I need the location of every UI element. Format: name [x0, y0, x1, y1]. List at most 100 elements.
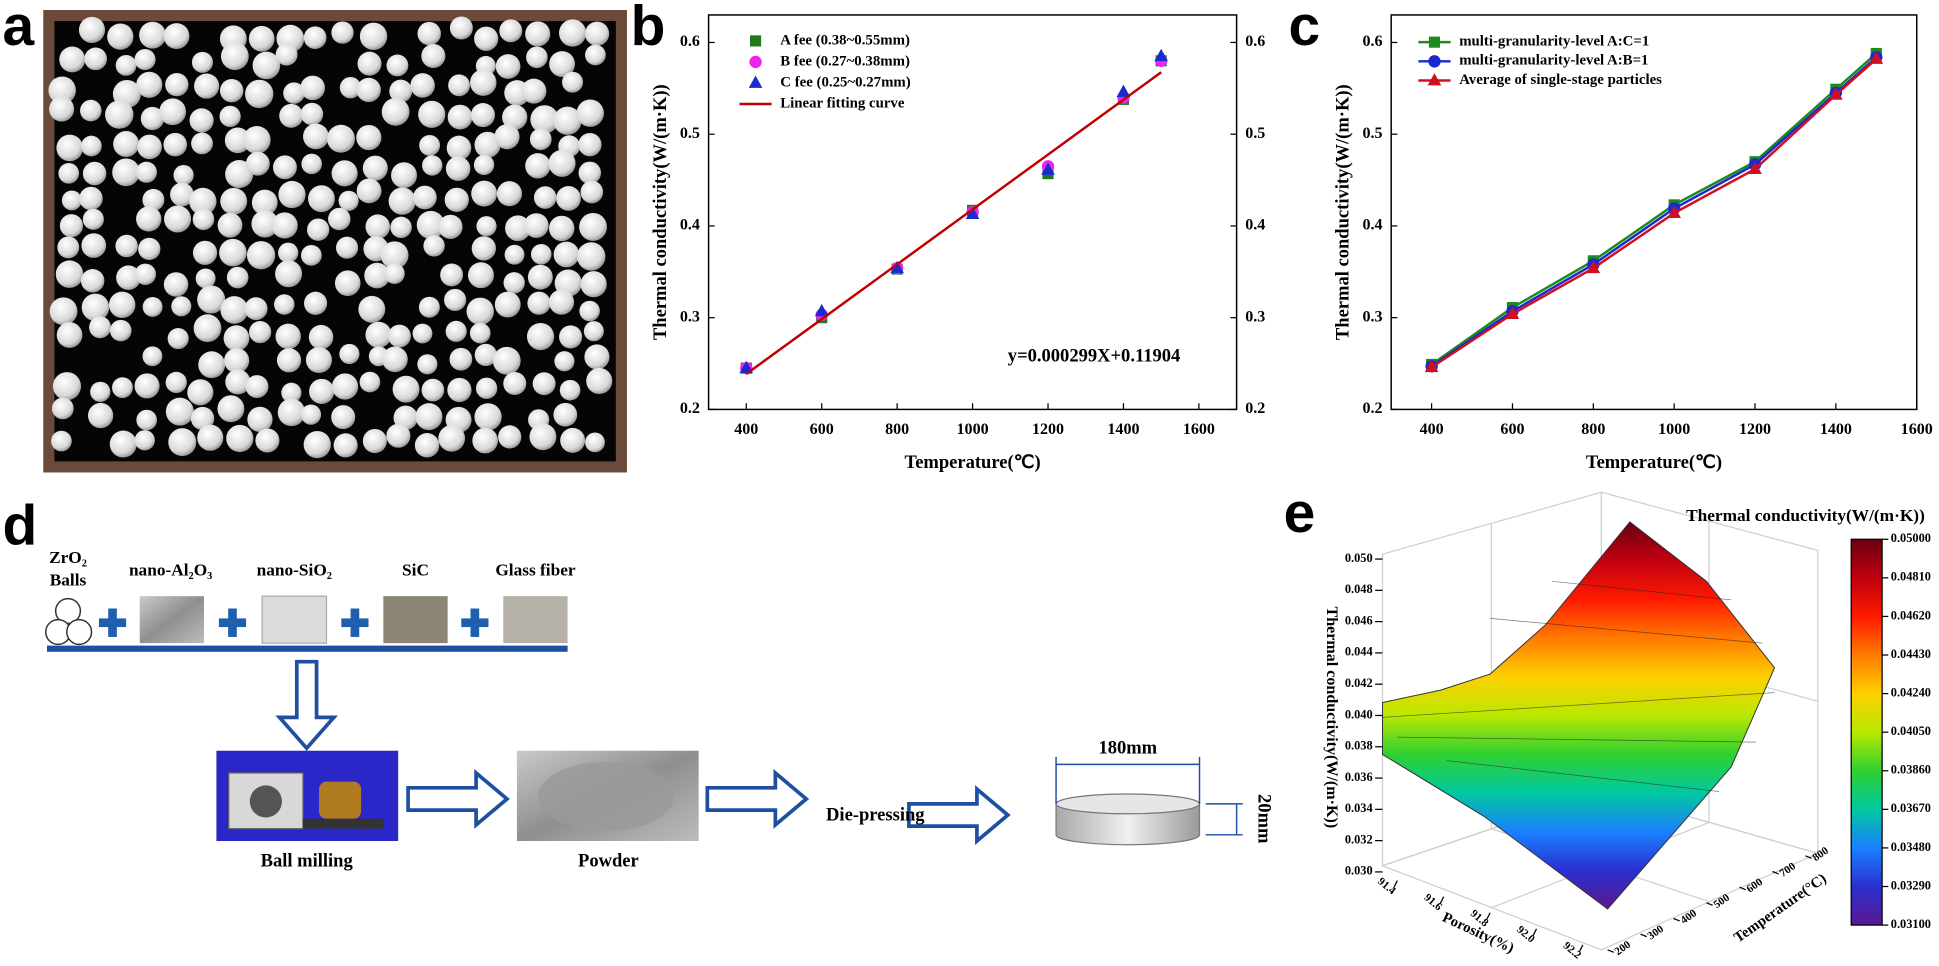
particle: [503, 272, 525, 294]
particle: [328, 207, 351, 231]
particle: [80, 269, 105, 293]
particle: [585, 44, 606, 66]
particle: [359, 22, 388, 51]
series-line: [1430, 56, 1878, 368]
x-tick-label: 1600: [1183, 421, 1215, 438]
particle: [58, 162, 80, 184]
particle: [471, 180, 498, 207]
particle: [249, 321, 272, 344]
particle: [412, 323, 433, 344]
dimension-label: 20mm: [1253, 794, 1274, 844]
particle: [303, 430, 331, 459]
particle: [255, 428, 280, 453]
particle: [382, 346, 408, 373]
particle: [472, 427, 498, 454]
colorbar-title: Thermal conductivity(W/(m·K)): [1686, 506, 1925, 525]
legend-marker: [1427, 73, 1442, 86]
z-tick-label: 0.038: [1345, 739, 1373, 753]
particle: [115, 54, 137, 76]
particle: [358, 295, 386, 323]
particle: [113, 131, 140, 157]
particle: [191, 132, 213, 155]
particle: [559, 379, 581, 401]
particle: [447, 377, 472, 403]
particle: [415, 403, 443, 431]
particle: [300, 75, 325, 101]
y-tick-label: 300: [1646, 923, 1667, 943]
particle: [525, 21, 551, 47]
marker: [1586, 260, 1601, 274]
x-tick: [1393, 880, 1398, 889]
particle: [390, 216, 412, 239]
particle: [220, 42, 249, 71]
colorbar-tick-label: 0.03290: [1891, 878, 1931, 892]
particle: [303, 123, 329, 150]
particle: [391, 162, 417, 189]
particle: [192, 240, 218, 265]
y-tick: [1607, 949, 1615, 953]
particle: [359, 371, 381, 393]
particle: [331, 21, 354, 44]
particle: [356, 124, 382, 151]
particle: [305, 346, 332, 374]
particle: [449, 16, 473, 40]
particle: [115, 234, 138, 258]
panel-label: c: [1289, 0, 1321, 58]
particle: [421, 378, 445, 402]
particle: [331, 160, 358, 187]
marker: [1748, 161, 1762, 175]
plot-frame: [1390, 14, 1918, 411]
y-axis-title: Thermal conductivity(W/(m·K)): [1332, 84, 1353, 340]
z-tick-label: 0.042: [1345, 676, 1373, 690]
z-tick-label: 0.048: [1345, 582, 1373, 596]
particle: [136, 409, 157, 431]
particle: [59, 46, 86, 73]
particle: [416, 210, 445, 239]
legend-marker: [748, 75, 763, 88]
particle: [142, 297, 163, 317]
particle: [112, 158, 140, 187]
particle: [548, 289, 575, 315]
particle: [247, 406, 273, 433]
step-label: Powder: [578, 850, 639, 871]
particle: [392, 375, 420, 403]
x-tick: [1485, 912, 1491, 921]
particle: [136, 71, 163, 98]
particle: [300, 102, 324, 126]
material-label: nano-Al₂O₃: [129, 560, 212, 579]
particle: [163, 132, 188, 157]
particle: [470, 103, 496, 128]
legend-marker: [1428, 36, 1441, 48]
marker: [1154, 48, 1168, 62]
z-axis-title: Thermal conductivity(W/(m·K)): [1323, 606, 1340, 828]
particle: [417, 21, 441, 46]
particle: [445, 156, 471, 181]
particle: [554, 351, 575, 372]
particle: [197, 285, 226, 314]
particle: [224, 127, 251, 154]
contour-line: [1382, 692, 1775, 718]
arrows: [275, 659, 1011, 845]
x-tick-label: 800: [885, 421, 909, 438]
particle: [49, 96, 75, 122]
particle: [384, 263, 405, 284]
particle: [56, 134, 84, 162]
particle: [242, 126, 271, 154]
z-tick-label: 0.046: [1345, 613, 1373, 627]
particle: [189, 187, 217, 216]
particle: [165, 72, 189, 97]
particle: [365, 321, 392, 348]
particle: [364, 262, 390, 289]
colorbar-tick-label: 0.04240: [1891, 685, 1931, 699]
y-tick-label: 0.4: [1362, 217, 1382, 234]
particle: [138, 237, 161, 261]
particle: [471, 236, 497, 261]
particle: [275, 260, 303, 288]
particle: [198, 351, 226, 379]
particle: [134, 263, 157, 285]
x-tick: [1532, 928, 1538, 937]
particle: [193, 314, 222, 343]
particle: [142, 188, 165, 211]
x-tick-label: 1400: [1107, 421, 1139, 438]
particle: [576, 242, 606, 271]
